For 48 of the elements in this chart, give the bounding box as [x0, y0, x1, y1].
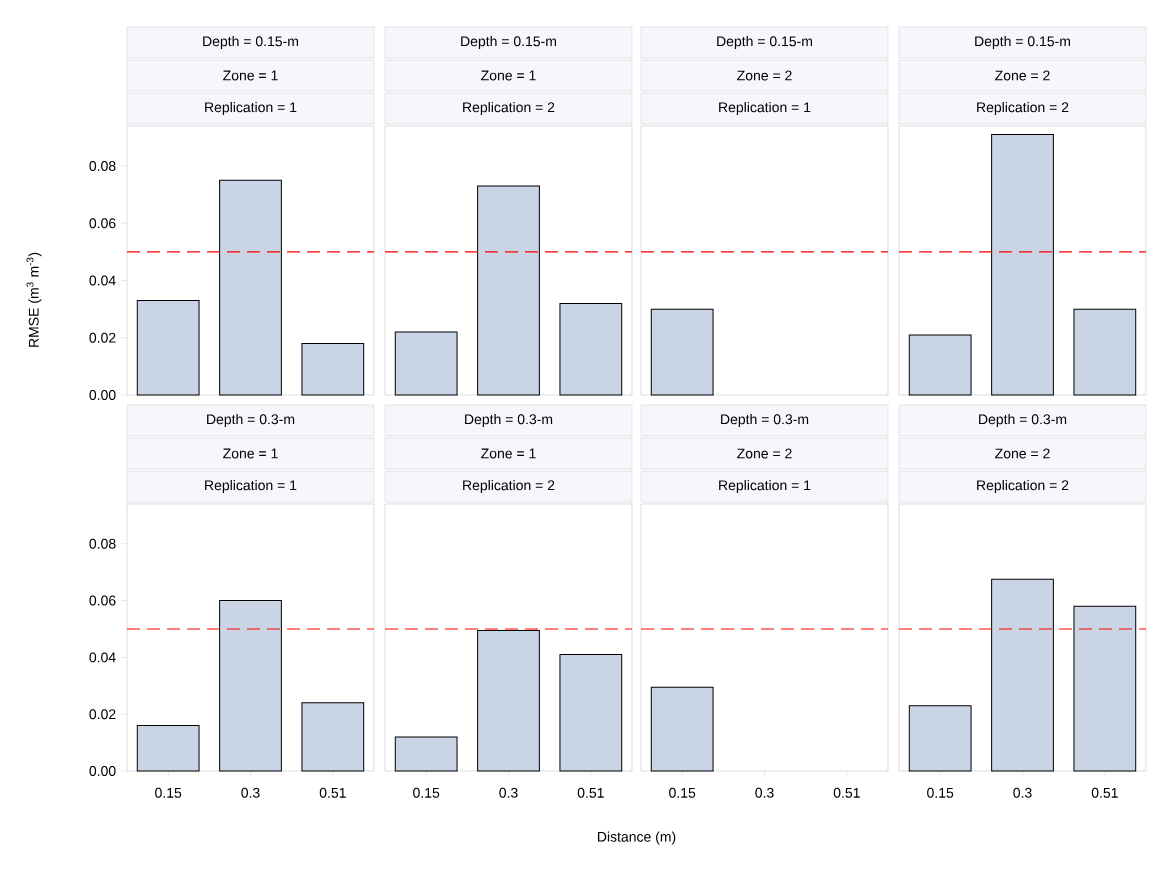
x-tick-label: 0.15 — [669, 787, 696, 798]
text: Replication = 1 — [205, 479, 297, 494]
text: Replication = 1 — [719, 101, 811, 116]
text: Replication = 1 — [205, 101, 297, 116]
x-tick-label: 0.51 — [1091, 787, 1118, 798]
chart-title: Depth = 0.3-m — [721, 413, 809, 428]
y-axis-title: RMSE (m$^{3}$ m$^{-3}$) — [26, 252, 42, 347]
chart-title: Depth = 0.3-m — [979, 413, 1067, 428]
chart-title: Depth = 0.15-m — [717, 35, 813, 50]
x-tick-label: 0.3 — [499, 787, 518, 798]
x-tick-label: 0.3 — [1013, 787, 1032, 798]
x-axis-title: Distance (m) — [597, 831, 676, 845]
chart-subtitle: Zone = 1 — [481, 448, 536, 459]
x-tick-label: 0.15 — [155, 787, 182, 798]
y-tick-label: 0.08 — [89, 538, 116, 549]
chart-subtitle: Zone = 2 — [737, 70, 792, 81]
chart-subtitle: Zone = 2 — [737, 448, 792, 459]
text: Replication = 1 — [719, 479, 811, 494]
y-tick-label: 0.06 — [89, 218, 116, 229]
text: Replication = 2 — [977, 479, 1069, 494]
y-tick-label: 0.02 — [89, 709, 116, 720]
chart-title: Depth = 0.15-m — [975, 35, 1071, 50]
x-tick-label: 0.3 — [755, 787, 774, 798]
x-tick-label: 0.51 — [577, 787, 604, 798]
text: Replication = 2 — [463, 101, 555, 116]
chart-title: Depth = 0.3-m — [207, 413, 295, 428]
chart-subtitle: Zone = 2 — [995, 448, 1050, 459]
y-tick-label: 0.00 — [89, 390, 116, 400]
y-tick-label: 0.06 — [89, 595, 116, 606]
text: Replication = 2 — [977, 101, 1069, 116]
x-tick-label: 0.3 — [241, 787, 260, 798]
chart-subtitle: Zone = 1 — [481, 70, 536, 81]
x-tick-label: 0.51 — [833, 787, 860, 798]
chart-subtitle: Zone = 2 — [995, 70, 1050, 81]
chart-subtitle: Zone = 1 — [223, 448, 278, 459]
y-tick-label: 0.04 — [89, 652, 116, 663]
x-tick-label: 0.15 — [413, 787, 440, 798]
y-tick-label: 0.02 — [89, 332, 116, 343]
y-tick-label: 0.04 — [89, 275, 116, 286]
x-tick-label: 0.51 — [319, 787, 346, 798]
x-tick-label: 0.15 — [927, 787, 954, 798]
text: Replication = 2 — [463, 479, 555, 494]
y-tick-label: 0.08 — [89, 161, 116, 172]
chart-title: Depth = 0.3-m — [465, 413, 553, 428]
y-tick-label: 0.00 — [89, 766, 116, 776]
chart-subtitle: Zone = 1 — [223, 70, 278, 81]
chart-title: Depth = 0.15-m — [461, 35, 557, 50]
chart-title: Depth = 0.15-m — [203, 35, 299, 50]
